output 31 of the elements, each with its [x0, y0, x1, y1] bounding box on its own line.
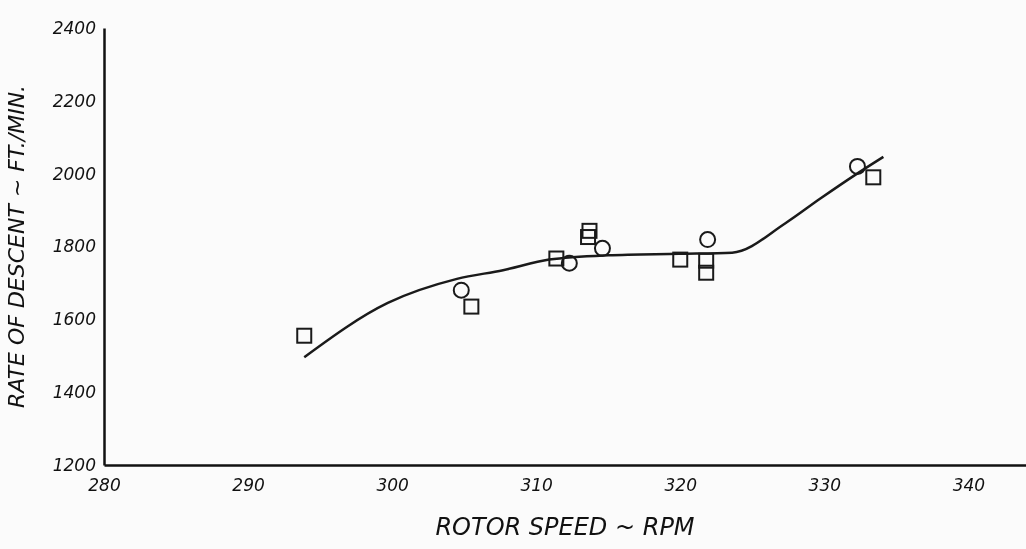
point — [560, 254, 578, 272]
x-tick-label: 340 — [952, 475, 986, 496]
y-tick-label: 1200 — [52, 454, 96, 475]
y-tick-label: 2000 — [52, 163, 96, 184]
point — [452, 281, 470, 299]
line-series — [303, 155, 885, 359]
y-axis-title: RATE OF DESCENT ~ FT./MIN. — [4, 84, 29, 409]
x-axis-title: ROTOR SPEED ~ RPM — [435, 513, 695, 541]
y-tick-label: 2200 — [52, 90, 96, 111]
x-tick-label: 330 — [808, 475, 842, 496]
point — [548, 250, 565, 267]
point — [593, 239, 611, 257]
y-tick-label: 1400 — [52, 382, 96, 403]
x-tick-label: 290 — [232, 475, 265, 496]
point — [672, 251, 689, 268]
point — [848, 157, 866, 175]
point — [296, 327, 313, 344]
y-tick-label: 1600 — [52, 309, 96, 330]
x-tick-label: 300 — [376, 475, 409, 496]
point — [698, 252, 715, 269]
y-tick-label: 1800 — [52, 236, 96, 257]
x-tick-label: 320 — [664, 475, 697, 496]
point — [580, 229, 597, 246]
point — [699, 231, 717, 249]
x-tick-label: 310 — [520, 475, 553, 496]
point — [698, 264, 715, 281]
point — [463, 298, 480, 315]
x-tick-label: 280 — [88, 475, 121, 496]
y-tick-label: 2400 — [52, 17, 96, 38]
point — [865, 169, 882, 186]
point — [581, 222, 598, 239]
